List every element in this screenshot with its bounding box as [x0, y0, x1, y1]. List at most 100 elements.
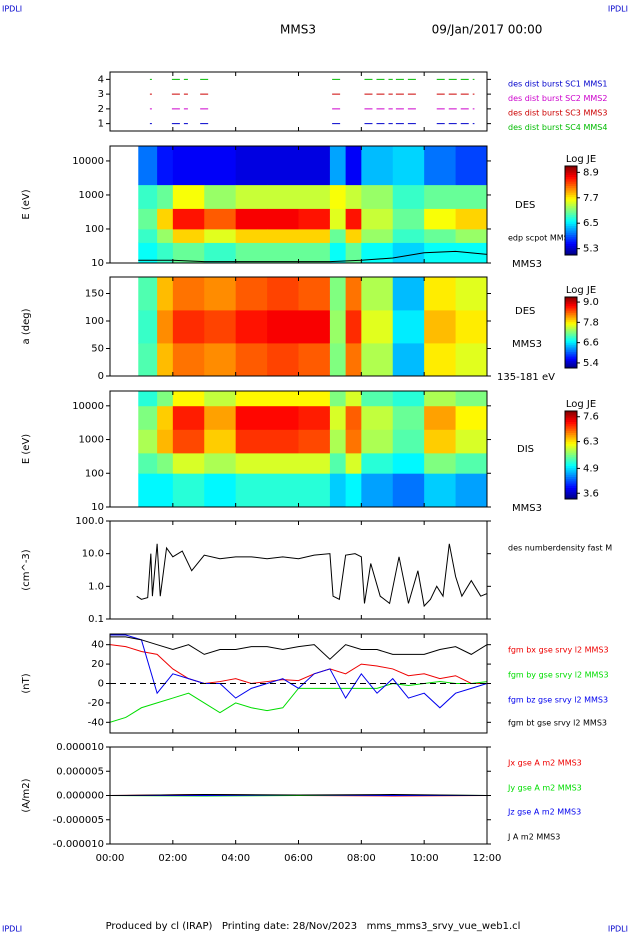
colorbar-title: Log JE: [566, 285, 596, 296]
colorbar-frame: [564, 165, 578, 256]
y-tick-label: 100: [85, 316, 104, 327]
colorbar-step: [565, 466, 577, 469]
logo: IPDLI: [608, 5, 628, 14]
y-tick-label: -20: [88, 698, 104, 709]
cell: [157, 277, 174, 311]
cell: [157, 310, 174, 344]
cell: [138, 242, 158, 264]
colorbar-step: [565, 359, 577, 362]
cell: [329, 405, 347, 430]
plot-area: [136, 543, 487, 608]
y-axis-label: a (deg): [21, 308, 32, 344]
cell: [455, 405, 487, 430]
footer: Produced by cl (IRAP) Printing date: 28/…: [106, 921, 521, 932]
colorbar-step: [565, 194, 577, 198]
cell: [361, 343, 394, 377]
x-tick-label: 10:00: [410, 853, 439, 864]
colorbar-step: [565, 441, 577, 445]
line: [136, 543, 487, 608]
cell: [392, 405, 425, 430]
cell: [329, 452, 347, 474]
cell: [138, 429, 158, 454]
cell: [298, 146, 331, 186]
colorbar-step: [565, 433, 577, 436]
cell: [424, 429, 456, 454]
colorbar-step: [565, 174, 577, 178]
cell: [267, 391, 299, 407]
x-tick-label: 08:00: [347, 853, 376, 864]
cell: [157, 452, 174, 474]
cell: [361, 277, 394, 311]
colorbar-step: [565, 457, 577, 460]
x-tick-label: 06:00: [284, 853, 313, 864]
y-tick-label: 1: [98, 119, 104, 130]
cell: [424, 277, 456, 311]
colorbar-label: 7.7: [583, 193, 599, 204]
colorbar-step: [565, 212, 577, 216]
cell: [424, 146, 456, 186]
cell: [204, 184, 237, 209]
cell: [329, 277, 347, 311]
cell: [298, 405, 331, 430]
colorbar-label: 6.6: [583, 338, 599, 349]
colorbar-label: 3.6: [583, 488, 599, 499]
cell: [267, 146, 299, 186]
cell: [204, 146, 237, 186]
legend-entry: fgm bz gse srvy l2 MMS3: [508, 696, 608, 705]
cell: [235, 228, 268, 243]
colorbar-step: [565, 223, 577, 227]
colorbar-step: [565, 297, 577, 300]
cell: [361, 429, 394, 454]
y-tick-label: 0.1: [88, 614, 104, 625]
cell: [329, 146, 347, 186]
annotation: MMS3: [512, 503, 542, 514]
cell: [345, 343, 362, 377]
annotation: 135-181 eV: [497, 372, 555, 383]
cell: [138, 473, 158, 508]
colorbar-step: [565, 203, 577, 207]
colorbar-step: [565, 177, 577, 180]
cell: [361, 310, 394, 344]
colorbar-step: [565, 192, 577, 196]
cell: [172, 228, 205, 243]
colorbar-step: [565, 430, 577, 434]
cell: [157, 473, 174, 508]
y-axis-label: E (eV): [21, 189, 32, 219]
cell: [204, 343, 237, 377]
cell: [235, 277, 268, 311]
x-tick-label: 12:00: [473, 853, 502, 864]
colorbar-step: [565, 364, 577, 367]
colorbar-step: [565, 417, 577, 421]
colorbar-step: [565, 344, 577, 348]
y-tick-label: -0.000010: [53, 839, 104, 850]
colorbar-step: [565, 439, 577, 443]
y-tick-label: 100: [85, 468, 104, 479]
y-tick-label: 100: [85, 224, 104, 235]
colorbar-step: [565, 320, 577, 323]
y-tick-label: 3: [98, 89, 104, 100]
legend-entry: des dist burst SC3 MMS3: [508, 109, 607, 118]
colorbar-step: [565, 479, 577, 482]
annotation: MMS3: [512, 259, 542, 270]
colorbar-step: [565, 496, 577, 500]
cell: [392, 310, 425, 344]
colorbar-step: [565, 246, 577, 249]
colorbar-step: [565, 424, 577, 427]
line: [110, 636, 487, 660]
cell: [298, 208, 331, 230]
cell: [361, 405, 394, 430]
colorbar-step: [565, 237, 577, 240]
colorbar-step: [565, 339, 577, 342]
cell: [204, 228, 237, 243]
line: [110, 644, 487, 685]
colorbar-step: [565, 186, 577, 189]
cell: [392, 473, 425, 508]
colorbar-step: [565, 362, 577, 365]
cell: [157, 228, 174, 243]
colorbar-step: [565, 474, 577, 478]
cell: [267, 343, 299, 377]
cell: [298, 452, 331, 474]
cell: [298, 184, 331, 209]
colorbar-step: [565, 488, 577, 491]
cell: [329, 242, 347, 264]
